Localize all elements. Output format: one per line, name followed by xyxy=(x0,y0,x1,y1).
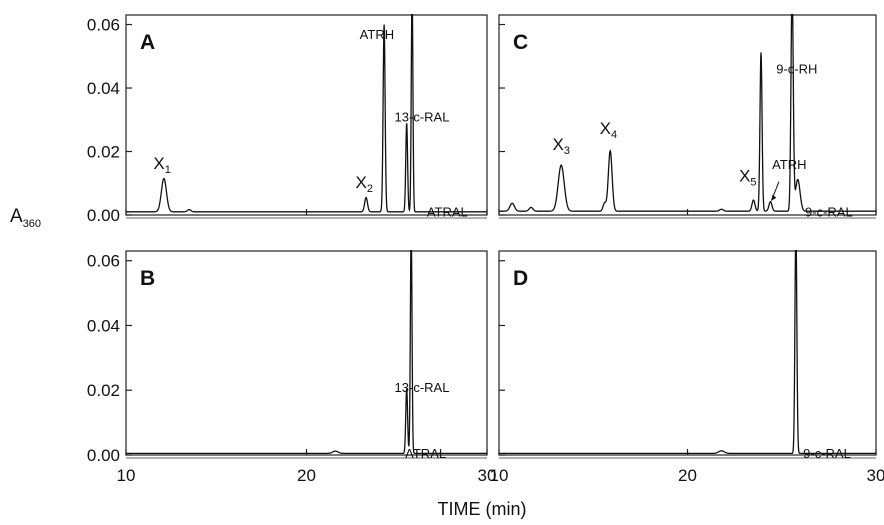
panel-label: D xyxy=(513,267,528,290)
y-tick-label: 0.06 xyxy=(87,252,120,271)
y-tick-label: 0.02 xyxy=(87,381,120,400)
peak-annotation-subscript: 1 xyxy=(165,164,171,176)
panel-d: 10 20 30 D 9-c-RAL xyxy=(490,250,884,485)
panel-frame xyxy=(498,250,877,456)
y-axis-label-subscript: 360 xyxy=(23,218,41,230)
peak-annotation: ATRAL xyxy=(405,446,446,461)
peak-annotation: X3 xyxy=(552,135,569,157)
panel-c: C X3 X4 X5 9-c-RH ATRH 9-c-RAL xyxy=(498,14,877,220)
panel-frame xyxy=(498,14,877,216)
peak-annotation: ATRH xyxy=(360,27,394,42)
x-axis-label: TIME (min) xyxy=(438,499,527,519)
peak-annotation: 9-c-RAL xyxy=(803,446,851,461)
chromatogram-trace xyxy=(126,14,487,213)
peak-annotation: ATRH xyxy=(772,157,806,172)
y-tick-label: 0.06 xyxy=(87,16,120,35)
atrh-arrow-head xyxy=(771,194,777,201)
peak-annotation: 13-c-RAL xyxy=(395,109,450,124)
peak-annotation: 9-c-RH xyxy=(776,62,817,77)
x-tick-label: 10 xyxy=(490,466,509,485)
peak-annotation: 13-c-RAL xyxy=(395,380,450,395)
x-tick-label: 20 xyxy=(678,466,697,485)
y-axis-label: A360 xyxy=(10,206,41,230)
chromatogram-trace xyxy=(126,250,487,455)
peak-annotation-subscript: 3 xyxy=(564,145,570,157)
panel-label: B xyxy=(140,267,155,290)
x-tick-label: 10 xyxy=(117,466,136,485)
peak-annotation: X1 xyxy=(153,154,170,176)
peak-annotation-subscript: 5 xyxy=(750,177,756,189)
panel-frame xyxy=(125,250,488,456)
panel-label: A xyxy=(140,31,155,54)
panel-label: C xyxy=(513,31,528,54)
peak-annotation: X5 xyxy=(739,167,756,189)
y-tick-label: 0.04 xyxy=(87,316,120,335)
y-tick-label: 0.00 xyxy=(87,446,120,465)
panel-b: 0.00 0.02 0.04 0.06 10 20 30 B 13-c-RAL ATRAL xyxy=(87,250,497,485)
peak-annotation: X4 xyxy=(600,119,617,141)
peak-annotation: X2 xyxy=(356,173,373,195)
peak-annotation-subscript: 2 xyxy=(367,183,373,195)
y-tick-label: 0.00 xyxy=(87,206,120,225)
chromatogram-trace xyxy=(499,250,876,455)
y-tick-label: 0.02 xyxy=(87,143,120,162)
peak-annotation: ATRAL xyxy=(427,205,468,220)
x-tick-label: 20 xyxy=(297,466,316,485)
chromatogram-trace xyxy=(499,14,876,212)
panel-a: 0.00 0.02 0.04 0.06 A X1 X2 ATRH 13-c-RAL ATRAL xyxy=(87,14,488,225)
peak-annotation-subscript: 4 xyxy=(611,129,617,141)
x-tick-label: 30 xyxy=(478,466,497,485)
peak-annotation: 9-c-RAL xyxy=(805,205,853,220)
x-tick-label: 30 xyxy=(867,466,884,485)
y-tick-label: 0.04 xyxy=(87,79,120,98)
